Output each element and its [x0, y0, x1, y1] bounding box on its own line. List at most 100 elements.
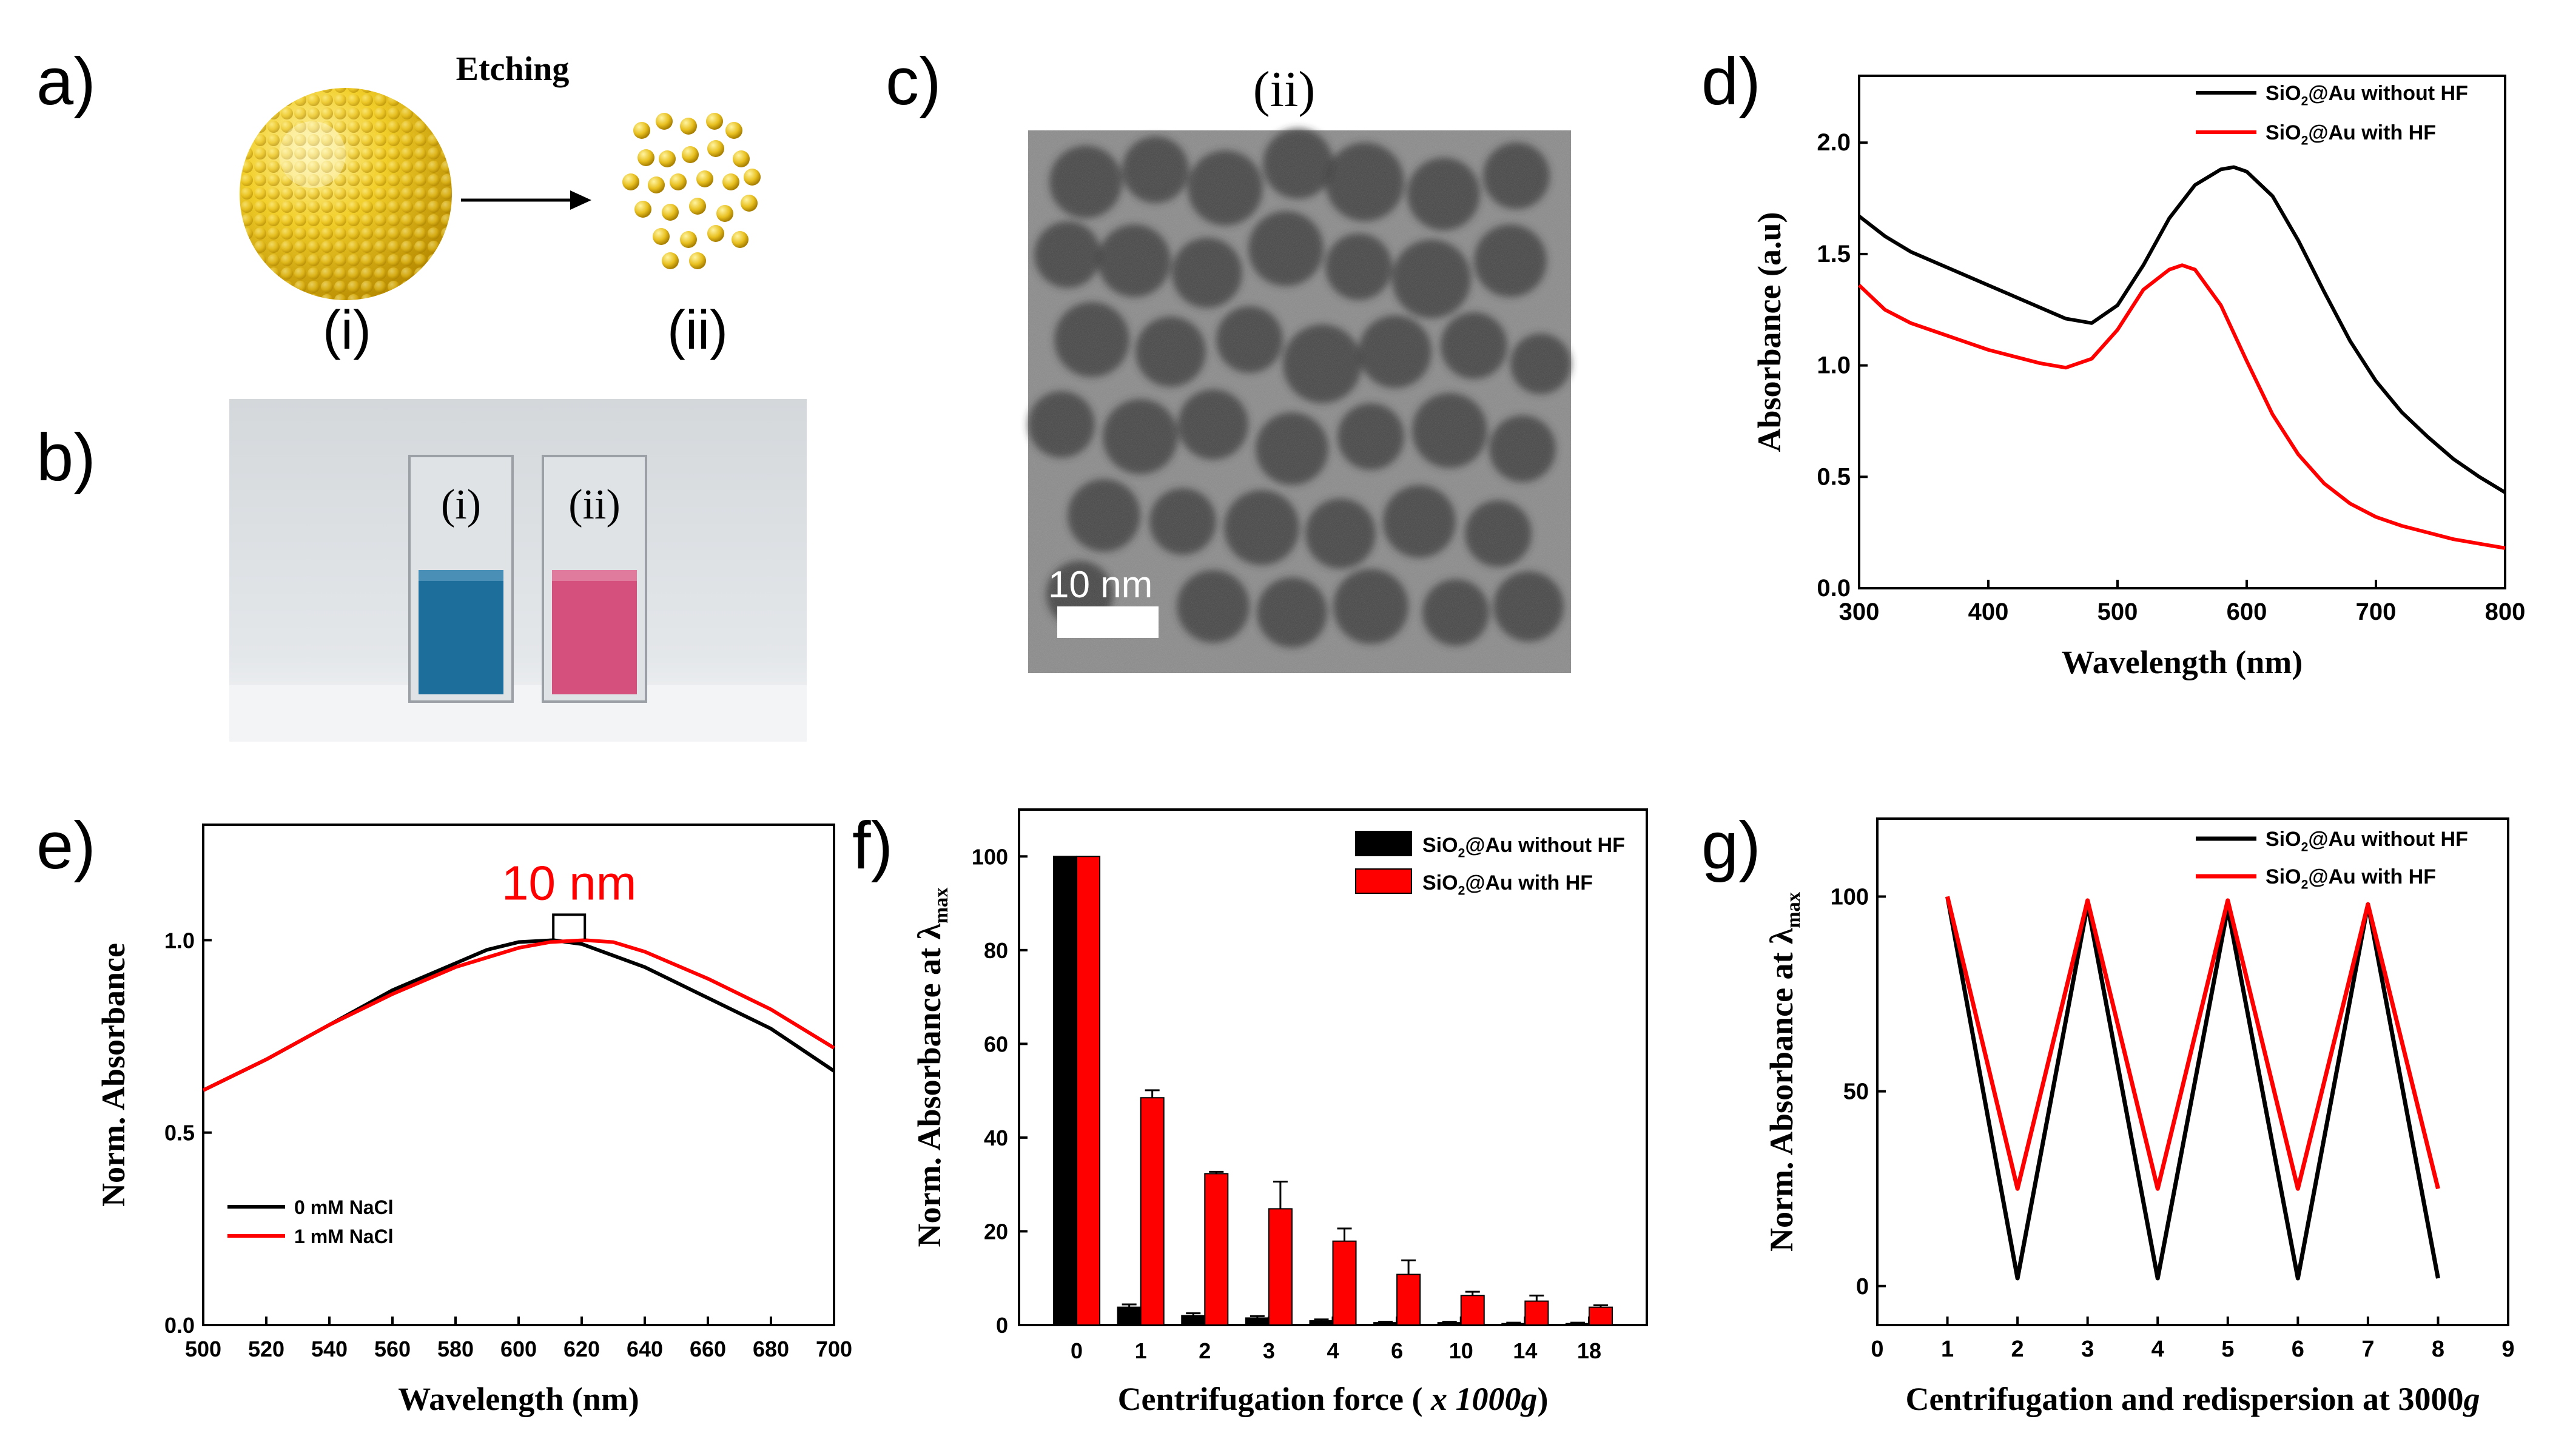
y-tick-label: 100	[1831, 884, 1869, 910]
panel-c-tem: (ii) 10 nm	[1028, 61, 1571, 673]
x-tick-label: 14	[1513, 1338, 1537, 1363]
x-tick-label: 7	[2361, 1337, 2374, 1362]
cuvette-label-i: (i)	[441, 481, 481, 528]
x-tick-label: 500	[185, 1337, 221, 1361]
x-tick-label: 2	[2011, 1337, 2024, 1362]
bar-red	[1460, 1295, 1485, 1326]
x-tick-label: 2	[1199, 1338, 1211, 1363]
tem-title: (ii)	[1253, 61, 1316, 118]
bar-black	[1245, 1317, 1270, 1326]
bar-red	[1268, 1208, 1293, 1326]
legend-swatch	[1355, 831, 1412, 856]
panel-label-g: g)	[1701, 808, 1761, 883]
bar-black	[1565, 1323, 1590, 1326]
annotation-label: 10 nm	[502, 856, 636, 910]
x-tick-label: 660	[690, 1337, 726, 1361]
etching-label: Etching	[456, 50, 570, 88]
gold-nanoparticle-icon	[706, 113, 723, 130]
x-tick-label: 560	[374, 1337, 411, 1361]
y-tick-label: 60	[984, 1032, 1008, 1056]
x-tick-label: 300	[1839, 599, 1880, 625]
gold-nanoparticle-icon	[680, 231, 697, 248]
panel-a-schematic: Etching (i) (ii)	[240, 50, 761, 361]
legend-label: SiO2@Au with HF	[2266, 121, 2436, 148]
y-tick-label: 2.0	[1817, 129, 1851, 156]
gold-nanoparticle-icon	[670, 173, 687, 190]
legend-label: SiO2@Au without HF	[2266, 828, 2468, 854]
legend-label: SiO2@Au with HF	[1422, 871, 1593, 898]
legend-label: 1 mM NaCl	[294, 1226, 394, 1247]
gold-sphere-bead-texture	[240, 88, 452, 300]
annotation-bracket	[552, 913, 587, 939]
x-tick-label: 600	[2227, 599, 2267, 625]
bar-black	[1117, 1306, 1142, 1326]
gold-nanoparticle-icon	[622, 173, 639, 190]
x-tick-label: 600	[500, 1337, 537, 1361]
x-tick-label: 4	[2151, 1337, 2164, 1362]
x-axis-label: Wavelength (nm)	[2062, 644, 2303, 680]
gold-nanoparticle-icon	[680, 118, 697, 135]
bar-black	[1053, 856, 1078, 1326]
x-axis-label: Centrifugation force ( x 1000g)	[1118, 1381, 1549, 1417]
x-tick-label: 10	[1449, 1338, 1473, 1363]
gold-nanoparticle-icon	[653, 228, 670, 245]
series-line-black	[1945, 896, 2440, 1281]
x-tick-label: 400	[1968, 599, 2009, 625]
dispersed-gold-nanoparticles	[622, 113, 761, 269]
bar-black	[1437, 1322, 1462, 1326]
bar-red	[1140, 1097, 1165, 1326]
gold-nanoparticle-icon	[722, 173, 739, 190]
legend-label: SiO2@Au without HF	[1422, 834, 1625, 861]
panel-label-a: a)	[36, 44, 96, 119]
x-tick-label: 6	[2292, 1337, 2304, 1362]
y-tick-label: 0.5	[1817, 463, 1851, 490]
gold-nanoparticle-icon	[656, 113, 673, 130]
bar-black	[1501, 1323, 1526, 1326]
tem-scale-bar-label: 10 nm	[1048, 564, 1152, 606]
x-tick-label: 3	[1263, 1338, 1275, 1363]
y-tick-label: 1.5	[1817, 241, 1851, 267]
x-tick-label: 680	[753, 1337, 789, 1361]
panel-label-c: c)	[886, 44, 941, 119]
gold-sphere-highlight	[279, 121, 346, 188]
x-axis-label: Centrifugation and redispersion at 3000g	[1905, 1381, 2480, 1417]
x-tick-label: 8	[2432, 1337, 2444, 1362]
x-tick-label: 500	[2098, 599, 2138, 625]
panel-label-e: e)	[36, 808, 96, 883]
y-tick-label: 0.0	[164, 1313, 195, 1338]
chart-d: 300 400 500 600 700 800 0.0 0.5 1.0 1.5 2.0 Wavelen…	[1751, 75, 2525, 680]
x-tick-label: 3	[2081, 1337, 2094, 1362]
y-tick-label: 0	[996, 1313, 1008, 1338]
series-line-black	[1858, 165, 2506, 494]
x-axis-label: Wavelength (nm)	[398, 1381, 639, 1417]
x-tick-label: 700	[2356, 599, 2397, 625]
cuvette-left-meniscus	[419, 570, 503, 581]
cuvette-right-meniscus	[552, 570, 637, 581]
gold-nanoparticle-icon	[682, 146, 699, 163]
x-tick-label: 540	[311, 1337, 348, 1361]
y-axis-label: Norm. Absorbance at λmax	[911, 887, 952, 1247]
plot-frame	[1858, 75, 2506, 589]
gold-nanoparticle-icon	[648, 176, 665, 193]
x-tick-label: 620	[563, 1337, 600, 1361]
chart-e: 500 520 540 560 580 600 620 640 660 680 700 0.0 0.5 1…	[95, 824, 852, 1417]
bar-black	[1309, 1320, 1334, 1326]
x-tick-label: 4	[1327, 1338, 1339, 1363]
bar-red	[1524, 1300, 1549, 1326]
y-tick-label: 50	[1843, 1079, 1869, 1105]
series-line-red	[202, 938, 835, 1092]
y-axis-label: Norm. Absorbance at λmax	[1763, 891, 1805, 1252]
x-tick-label: 1	[1941, 1337, 1954, 1362]
panel-b-photo: (i) (ii)	[229, 399, 807, 742]
cuvette-label-ii: (ii)	[568, 481, 621, 528]
gold-nanoparticle-icon	[638, 149, 654, 166]
gold-nanoparticle-icon	[696, 170, 713, 187]
schematic-label-i: (i)	[323, 300, 371, 361]
series-line-red	[1857, 263, 2506, 550]
legend-label: SiO2@Au with HF	[2266, 865, 2436, 892]
gold-nanoparticle-icon	[689, 252, 706, 269]
bar-red	[1396, 1273, 1421, 1326]
x-tick-label: 0	[1871, 1337, 1883, 1362]
y-tick-label: 0.5	[164, 1121, 195, 1146]
